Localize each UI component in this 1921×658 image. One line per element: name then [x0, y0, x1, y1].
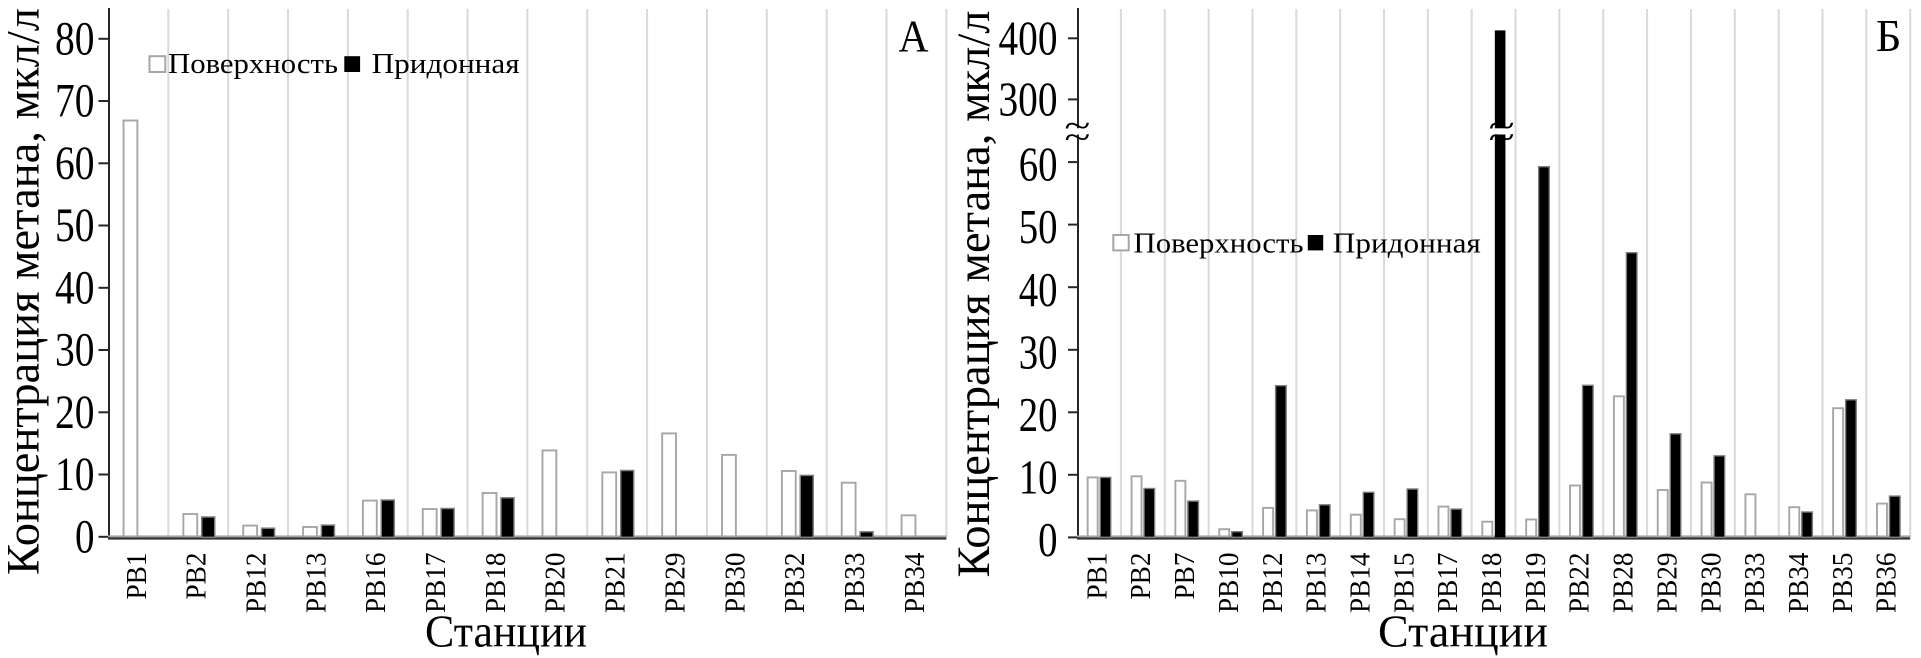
svg-text:РВ34: РВ34 [1783, 552, 1815, 613]
svg-text:А: А [899, 11, 929, 62]
svg-text:Станции: Станции [1378, 606, 1548, 657]
svg-text:20: 20 [55, 387, 95, 439]
svg-text:РВ1: РВ1 [121, 553, 153, 600]
svg-text:РВ2: РВ2 [181, 553, 213, 600]
svg-text:400: 400 [999, 12, 1058, 65]
svg-text:РВ30: РВ30 [719, 553, 751, 614]
svg-text:РВ19: РВ19 [1520, 553, 1552, 614]
svg-text:~: ~ [1489, 107, 1515, 144]
svg-text:РВ33: РВ33 [1739, 553, 1771, 614]
svg-text:50: 50 [55, 200, 95, 252]
svg-text:60: 60 [55, 138, 95, 190]
svg-text:РВ34: РВ34 [899, 552, 931, 613]
svg-text:40: 40 [1019, 264, 1058, 317]
svg-text:РВ32: РВ32 [779, 553, 811, 614]
svg-text:10: 10 [1019, 451, 1058, 504]
svg-text:РВ18: РВ18 [1476, 553, 1508, 614]
svg-text:Концентрация метана, мкл/л: Концентрация метана, мкл/л [0, 8, 50, 575]
svg-text:Б: Б [1876, 10, 1902, 61]
svg-text:РВ10: РВ10 [1213, 553, 1245, 614]
svg-text:Поверхность: Поверхность [168, 48, 338, 80]
svg-text:300: 300 [999, 74, 1058, 127]
svg-text:~: ~ [1064, 118, 1090, 155]
svg-text:Придонная: Придонная [1333, 228, 1481, 260]
svg-text:Поверхность: Поверхность [1134, 228, 1304, 260]
svg-text:0: 0 [1038, 514, 1057, 567]
svg-text:РВ17: РВ17 [1432, 553, 1464, 614]
svg-text:Концентрация метана, мкл/л: Концентрация метана, мкл/л [949, 11, 1000, 578]
svg-text:50: 50 [1019, 201, 1058, 254]
svg-text:80: 80 [55, 14, 95, 66]
svg-text:РВ30: РВ30 [1695, 553, 1727, 614]
svg-text:РВ14: РВ14 [1345, 552, 1377, 613]
svg-text:РВ18: РВ18 [480, 553, 512, 614]
svg-text:~: ~ [1064, 107, 1090, 144]
svg-text:60: 60 [1019, 139, 1058, 192]
svg-text:Придонная: Придонная [372, 48, 520, 80]
svg-text:РВ1: РВ1 [1081, 553, 1113, 600]
svg-text:РВ7: РВ7 [1169, 553, 1201, 600]
svg-text:РВ29: РВ29 [1651, 553, 1683, 614]
svg-text:РВ22: РВ22 [1564, 553, 1596, 614]
svg-text:РВ2: РВ2 [1125, 553, 1157, 600]
svg-text:~: ~ [1489, 118, 1515, 155]
svg-text:РВ13: РВ13 [1301, 553, 1333, 614]
svg-text:0: 0 [75, 512, 95, 564]
svg-text:РВ35: РВ35 [1827, 553, 1859, 614]
svg-text:20: 20 [1019, 389, 1058, 442]
svg-text:Станции: Станции [425, 606, 587, 657]
svg-text:РВ12: РВ12 [241, 553, 273, 614]
svg-text:РВ28: РВ28 [1608, 553, 1640, 614]
svg-text:РВ20: РВ20 [540, 553, 572, 614]
svg-text:РВ16: РВ16 [360, 553, 392, 614]
svg-text:30: 30 [55, 325, 95, 377]
svg-text:30: 30 [1019, 326, 1058, 379]
svg-text:РВ12: РВ12 [1257, 553, 1289, 614]
svg-text:РВ21: РВ21 [600, 553, 632, 614]
svg-text:РВ29: РВ29 [659, 553, 691, 614]
svg-text:РВ17: РВ17 [420, 553, 452, 614]
svg-text:РВ15: РВ15 [1388, 553, 1420, 614]
svg-text:РВ36: РВ36 [1871, 553, 1903, 614]
svg-text:РВ33: РВ33 [839, 553, 871, 614]
svg-text:10: 10 [55, 449, 95, 501]
svg-text:40: 40 [55, 263, 95, 315]
svg-text:РВ13: РВ13 [300, 553, 332, 614]
svg-text:70: 70 [55, 76, 95, 128]
